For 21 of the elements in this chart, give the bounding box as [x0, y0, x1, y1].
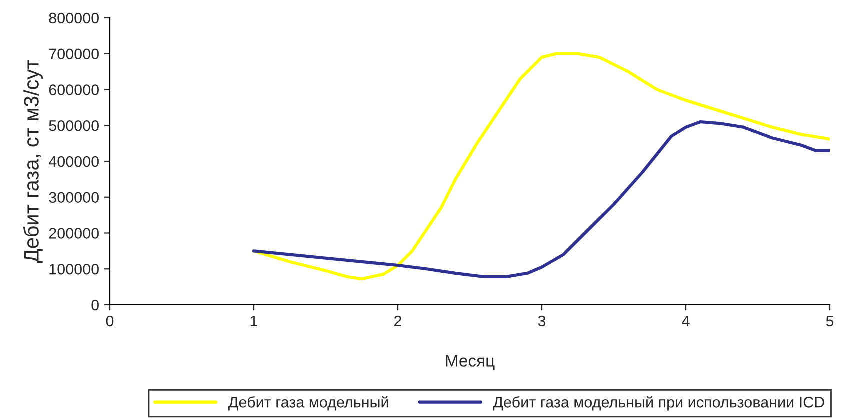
- x-tick-label: 0: [106, 316, 114, 327]
- line-series: [252, 120, 830, 279]
- y-tick-label: 700000: [49, 48, 99, 60]
- x-tick-label: 4: [682, 316, 690, 326]
- x-tick-label: 3: [538, 316, 546, 327]
- x-axis-title: Месяц: [446, 355, 495, 370]
- y-tick-label: 400000: [48, 156, 99, 168]
- x-tick-label: 1: [250, 316, 258, 326]
- legend-label: Дебит газа модельный при использовании ICD: [493, 396, 824, 411]
- legend-label: Дебит газа модельный: [228, 396, 388, 411]
- y-axis-title: Дебит газа, ст м3/сут: [23, 60, 44, 264]
- y-tick-label: 600000: [49, 84, 99, 96]
- line-series: [252, 52, 830, 281]
- y-tick-label: 200000: [49, 228, 99, 239]
- y-tick-label: 300000: [49, 192, 99, 204]
- y-tick-label: 0: [92, 300, 99, 311]
- y-tick-label: 500000: [49, 120, 99, 132]
- y-tick-label: 800000: [49, 12, 99, 24]
- x-tick-label: 5: [826, 316, 834, 327]
- y-tick-label: 100000: [50, 264, 99, 275]
- x-tick-label: 2: [394, 316, 402, 326]
